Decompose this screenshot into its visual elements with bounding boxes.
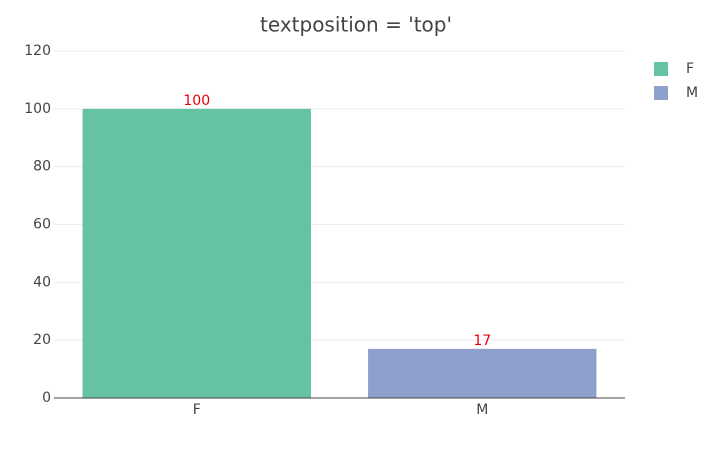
legend-swatch	[654, 86, 668, 100]
value-label: 100	[183, 93, 210, 109]
y-tick-label: 60	[33, 217, 51, 233]
y-tick-label: 80	[33, 159, 51, 175]
legend-label: M	[686, 85, 698, 101]
bar	[368, 348, 597, 398]
x-tick-label: M	[476, 402, 488, 418]
legend-label: F	[686, 61, 694, 77]
y-tick-label: 40	[33, 274, 51, 290]
y-tick-label: 100	[24, 101, 51, 117]
bar	[82, 108, 311, 398]
x-tick-label: F	[193, 402, 201, 418]
value-label: 17	[473, 333, 491, 349]
y-tick-label: 20	[33, 332, 51, 348]
y-tick-label: 0	[42, 390, 51, 406]
y-tick-label: 120	[24, 43, 51, 59]
chart-title: textposition = 'top'	[260, 13, 452, 37]
legend-swatch	[654, 62, 668, 76]
